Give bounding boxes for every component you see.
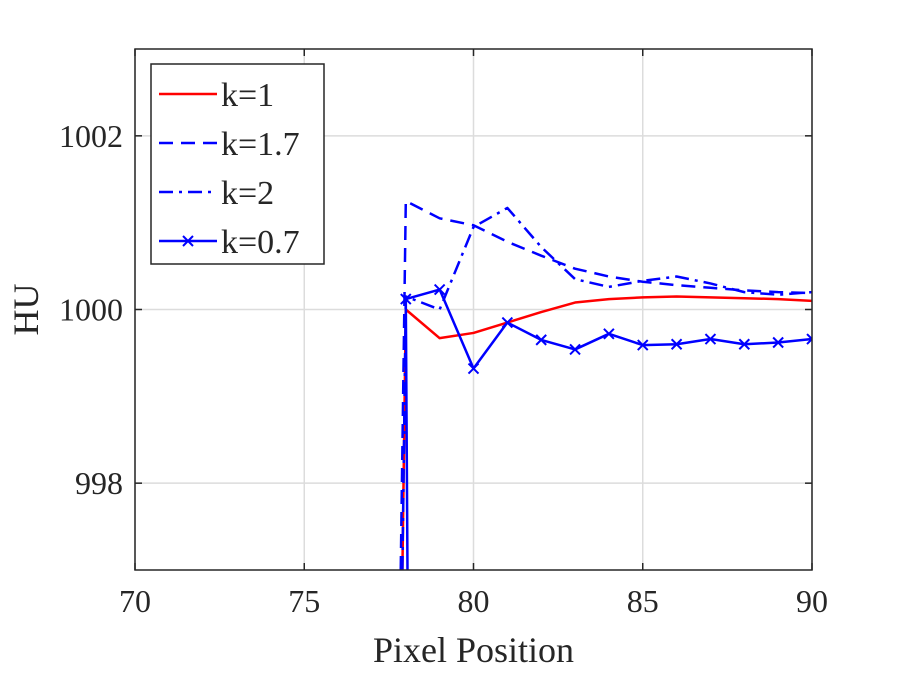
data-point-marker — [501, 316, 514, 329]
x-tick-label: 90 — [796, 583, 828, 619]
legend-label: k=0.7 — [221, 224, 300, 261]
data-point-marker — [603, 328, 615, 340]
legend-label: k=1.7 — [221, 126, 300, 163]
y-tick-label: 998 — [75, 465, 123, 501]
x-tick-label: 75 — [288, 583, 320, 619]
legend-entry: k=2 — [159, 175, 274, 212]
legend-entry: k=1 — [159, 77, 274, 114]
legend-entry: k=1.7 — [159, 126, 300, 163]
series-3 — [401, 206, 812, 570]
legend-label: k=2 — [221, 175, 274, 212]
y-tick-label: 1000 — [59, 292, 123, 328]
y-tick-label: 1002 — [59, 118, 123, 154]
series-line — [401, 206, 812, 570]
data-point-marker — [467, 362, 480, 375]
data-point-marker — [637, 339, 649, 351]
data-point-marker — [535, 334, 547, 346]
axis-ticks: 70 75 80 85 90 998 1000 1002 — [59, 49, 828, 619]
x-tick-label: 80 — [458, 583, 490, 619]
legend-box — [150, 63, 325, 265]
data-point-marker — [738, 338, 751, 350]
y-axis-label: HU — [6, 284, 46, 336]
series-1 — [401, 295, 812, 570]
series-line — [401, 295, 812, 570]
legend-label: k=1 — [221, 77, 274, 114]
series-4 — [400, 283, 812, 570]
x-axis-label: Pixel Position — [373, 630, 574, 670]
legend-entry: k=0.7 — [159, 224, 300, 261]
data-point-marker — [704, 333, 717, 345]
data-point-marker — [806, 333, 812, 345]
data-point-marker — [433, 283, 446, 296]
legend: k=1 k=1.7 k=2 k=0.7 — [150, 63, 325, 265]
data-point-marker — [670, 338, 683, 350]
data-point-marker — [400, 293, 412, 305]
x-tick-label: 70 — [119, 583, 151, 619]
series-line — [404, 288, 812, 570]
data-point-marker — [772, 336, 784, 349]
data-point-marker — [569, 343, 581, 356]
series-layer — [399, 199, 812, 570]
x-tick-label: 85 — [627, 583, 659, 619]
legend-marker — [182, 235, 194, 247]
